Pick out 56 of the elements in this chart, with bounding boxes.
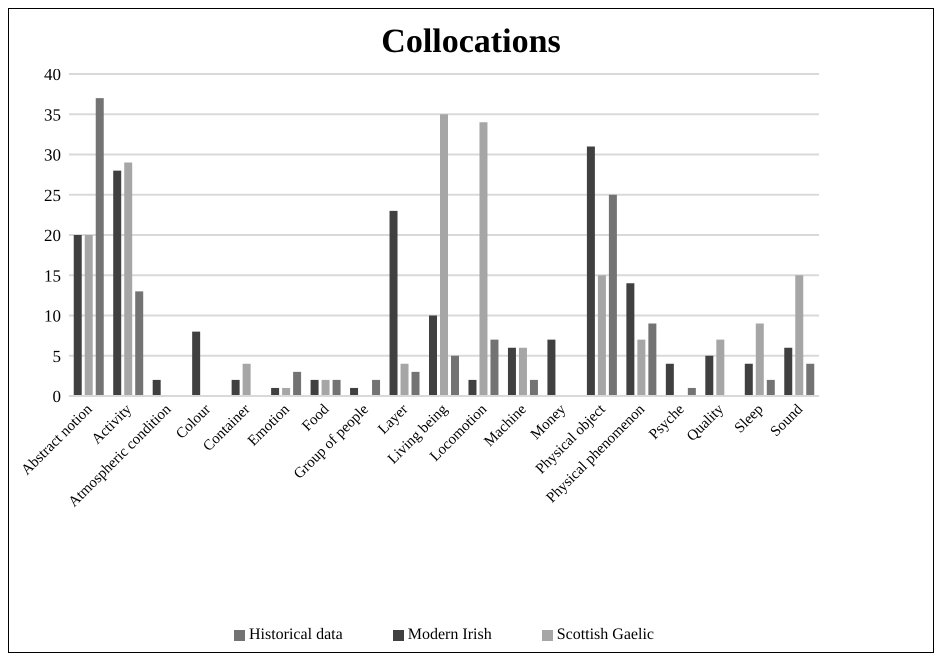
bar xyxy=(547,340,556,396)
bar xyxy=(332,380,341,396)
bar xyxy=(74,235,82,396)
bar xyxy=(744,364,753,396)
legend-label: Modern Irish xyxy=(408,626,492,643)
bar xyxy=(766,380,775,396)
y-tick-label: 15 xyxy=(44,266,61,286)
y-tick-label: 40 xyxy=(44,65,61,84)
bar xyxy=(666,364,674,396)
bar xyxy=(795,275,804,396)
bar xyxy=(152,380,161,396)
bar xyxy=(192,332,200,396)
legend-label: Scottish Gaelic xyxy=(556,626,654,643)
y-tick-label: 0 xyxy=(52,387,61,406)
bar xyxy=(608,194,617,396)
bar xyxy=(518,348,527,396)
y-tick-label: 20 xyxy=(44,226,61,246)
bar xyxy=(322,380,330,396)
bar xyxy=(135,291,144,396)
bar xyxy=(598,275,606,396)
bar xyxy=(412,372,420,396)
bar xyxy=(310,380,319,396)
bar xyxy=(293,372,302,396)
bar xyxy=(626,283,634,396)
legend-label: Historical data xyxy=(248,626,343,643)
bar xyxy=(784,348,792,396)
bar xyxy=(232,380,240,396)
bar xyxy=(124,162,132,396)
chart-title: Collocations xyxy=(381,23,561,60)
bar xyxy=(479,122,488,396)
bar xyxy=(390,210,398,396)
bar xyxy=(372,380,380,396)
bar xyxy=(648,324,656,396)
bar xyxy=(490,340,498,396)
bar xyxy=(96,98,104,396)
bar xyxy=(242,364,251,396)
y-tick-label: 30 xyxy=(44,146,61,165)
bar xyxy=(806,364,814,396)
bar xyxy=(451,356,459,396)
bar xyxy=(440,114,448,396)
bar xyxy=(429,316,437,396)
bar xyxy=(530,380,538,396)
bar xyxy=(468,380,476,396)
y-tick-label: 25 xyxy=(44,186,61,205)
y-tick-label: 35 xyxy=(44,105,61,124)
bar xyxy=(84,235,93,396)
bar xyxy=(586,146,595,396)
bar xyxy=(400,364,409,396)
y-tick-label: 5 xyxy=(52,346,61,366)
bar xyxy=(705,356,714,396)
bar xyxy=(756,324,764,396)
bar xyxy=(113,170,122,396)
bar xyxy=(508,348,516,396)
y-tick-label: 10 xyxy=(44,306,61,326)
bar xyxy=(716,340,724,396)
bar xyxy=(637,340,646,396)
